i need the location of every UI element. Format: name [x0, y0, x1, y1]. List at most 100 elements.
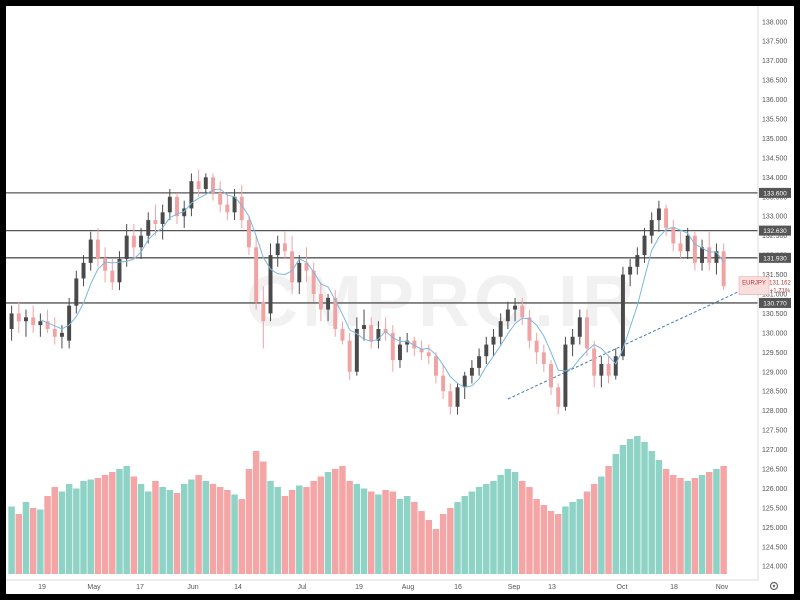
time-axis[interactable]: 19 May 17 Jun 14 Jul 19 Aug 16 Sep 13 Oct 18 Nov — [38, 584, 729, 591]
candle-body — [534, 340, 539, 353]
volume-bar — [245, 469, 253, 574]
level-label-bg — [759, 252, 791, 263]
candle-body — [469, 367, 474, 376]
volume-bar — [619, 445, 627, 574]
time-tick-label: Jun — [187, 584, 198, 591]
candle-body — [405, 340, 410, 345]
volume-bar — [375, 494, 382, 574]
volume-bar — [382, 490, 389, 574]
time-tick-label: 18 — [670, 584, 678, 591]
volume-bar — [130, 476, 138, 574]
candle-body — [196, 181, 201, 189]
candle-body — [67, 305, 72, 341]
candle-body — [462, 375, 467, 388]
moving-average — [40, 188, 725, 388]
volume-bar — [569, 502, 576, 574]
volume-bar — [231, 494, 238, 574]
candle-body — [124, 235, 129, 259]
candle-body — [628, 266, 633, 275]
level-label: 131.930 — [763, 255, 787, 262]
volume-bar — [324, 472, 332, 574]
price-tick-label: 128.000 — [762, 408, 787, 415]
candle-body — [362, 325, 366, 329]
candle-body — [692, 235, 697, 263]
volume-bars — [8, 436, 727, 574]
volume-bar — [216, 487, 224, 574]
volume-bar — [224, 490, 231, 574]
price-tick-label: 134.000 — [762, 175, 787, 182]
volume-bar — [554, 514, 562, 574]
price-tick-label: 137.000 — [762, 58, 787, 65]
time-tick-label: 14 — [234, 584, 242, 591]
time-tick-label: 19 — [38, 584, 46, 591]
price-tick-label: 135.000 — [762, 136, 787, 143]
volume-bar — [87, 479, 94, 574]
price-tick-label: 129.000 — [762, 369, 787, 376]
price-tick-label: 130.500 — [762, 311, 787, 318]
price-label-change: +1.71% — [770, 289, 791, 295]
candle-body — [685, 235, 690, 252]
candle-body — [9, 313, 14, 329]
volume-bar — [490, 481, 497, 574]
candle-body — [520, 305, 525, 318]
volume-bar — [483, 484, 490, 574]
price-tick-label: 134.500 — [762, 155, 787, 162]
volume-bar — [173, 493, 181, 574]
candle-body — [477, 356, 482, 368]
candle-body — [577, 317, 582, 337]
candle-body — [211, 177, 215, 193]
volume-bar — [44, 496, 51, 574]
candle-body — [318, 294, 323, 310]
volume-bar — [209, 484, 217, 574]
price-label-bg — [738, 276, 770, 295]
candle-body — [714, 251, 719, 263]
volume-bar — [418, 511, 425, 574]
candle-body — [290, 251, 295, 283]
candle-body — [326, 297, 331, 310]
volume-bar — [281, 496, 289, 574]
candle-body — [556, 387, 561, 407]
candle-body — [225, 204, 230, 213]
price-tick-label: 125.000 — [762, 525, 787, 532]
candle-body — [232, 196, 237, 213]
price-tick-label: 126.000 — [762, 486, 787, 493]
volume-bar — [195, 475, 202, 574]
candle-body — [376, 329, 381, 341]
volume-bar — [339, 466, 346, 574]
volume-bar — [58, 491, 66, 574]
candle-body — [513, 305, 518, 310]
chart-canvas[interactable]: CMPRO.IR 138.000 137.500 137.000 136.500 136… — [6, 6, 794, 594]
price-tick-label: 135.500 — [762, 117, 787, 124]
volume-bar — [447, 508, 454, 574]
candle-body — [340, 329, 345, 341]
volume-bar — [51, 487, 58, 574]
level-label-bg — [759, 225, 791, 236]
volume-bar — [159, 487, 166, 574]
candle-body — [433, 356, 438, 376]
candlestick-chart[interactable]: CMPRO.IR 138.000 137.500 137.000 136.500 136… — [6, 6, 794, 594]
price-tick-label: 130.000 — [762, 330, 787, 337]
price-tick-label: 136.500 — [762, 78, 787, 85]
price-tick-label: 127.000 — [762, 447, 787, 454]
time-tick-label: 13 — [548, 584, 556, 591]
level-label: 130.770 — [763, 300, 787, 307]
volume-bar — [145, 491, 152, 574]
price-tick-label: 138.000 — [762, 19, 787, 26]
level-label-bg — [759, 297, 791, 308]
candle-body — [95, 239, 100, 259]
time-tick-label: Nov — [716, 584, 729, 591]
volume-bar — [670, 475, 677, 574]
candle-body — [505, 309, 510, 322]
time-tick-label: 19 — [355, 584, 363, 591]
candle-body — [455, 387, 460, 407]
candle-body — [606, 364, 611, 376]
candle-body — [311, 270, 316, 294]
settings-gear-icon[interactable] — [769, 581, 779, 591]
price-tick-label: 124.500 — [762, 544, 787, 551]
candle-body — [175, 196, 179, 217]
candle-body — [707, 247, 712, 263]
price-axis[interactable]: 138.000 137.500 137.000 136.500 136.000 135.5… — [762, 19, 787, 570]
candle-body — [664, 208, 669, 228]
volume-bar — [288, 490, 296, 574]
